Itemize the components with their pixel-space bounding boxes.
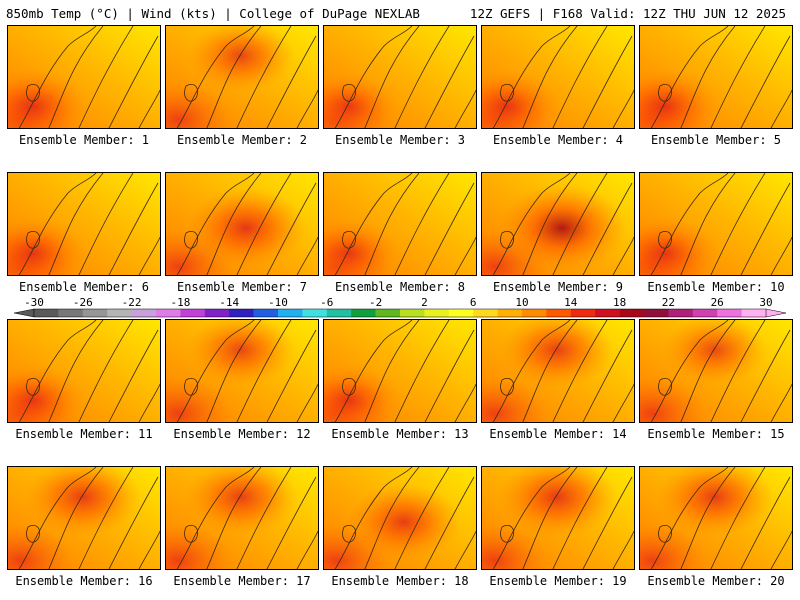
colorbar-tick-label: 10 bbox=[515, 296, 528, 309]
colorbar-tick-label: 26 bbox=[711, 296, 724, 309]
ensemble-member-map bbox=[481, 319, 635, 423]
ensemble-member-map bbox=[165, 172, 319, 276]
colorbar-tick-label: 18 bbox=[613, 296, 626, 309]
colorbar-tick-label: -22 bbox=[122, 296, 142, 309]
ensemble-member-label: Ensemble Member: 7 bbox=[176, 280, 308, 294]
colorbar-min-arrow bbox=[13, 308, 35, 318]
colorbar-swatch bbox=[400, 309, 425, 317]
ensemble-member-label: Ensemble Member: 2 bbox=[176, 133, 308, 147]
colorbar-tick-label: -14 bbox=[219, 296, 239, 309]
ensemble-member-label: Ensemble Member: 18 bbox=[331, 574, 469, 588]
run-valid-time: 12Z GEFS | F168 Valid: 12Z THU JUN 12 20… bbox=[469, 6, 786, 21]
colorbar-swatch bbox=[204, 309, 230, 317]
ensemble-member-label: Ensemble Member: 16 bbox=[15, 574, 153, 588]
ensemble-member-label: Ensemble Member: 14 bbox=[489, 427, 627, 441]
ensemble-member-map bbox=[639, 25, 793, 129]
map-title: 850mb Temp (°C) | Wind (kts) | College o… bbox=[6, 6, 420, 21]
colorbar-swatch bbox=[229, 309, 254, 317]
colorbar-swatch bbox=[497, 309, 523, 317]
colorbar-swatch bbox=[351, 309, 376, 317]
ensemble-member-map bbox=[165, 319, 319, 423]
colorbar-tick-label: -10 bbox=[268, 296, 288, 309]
colorbar-outline bbox=[33, 308, 767, 318]
colorbar-swatch bbox=[302, 309, 328, 317]
colorbar-swatch bbox=[522, 309, 547, 317]
colorbar-tick-label: -2 bbox=[369, 296, 382, 309]
colorbar-tick-label: 14 bbox=[564, 296, 578, 309]
colorbar-swatch bbox=[546, 309, 572, 317]
colorbar-swatch bbox=[107, 309, 132, 317]
colorbar-swatch bbox=[424, 309, 450, 317]
colorbar-swatch bbox=[692, 309, 718, 317]
ensemble-member-label: Ensemble Member: 8 bbox=[334, 280, 466, 294]
ensemble-member-label: Ensemble Member: 4 bbox=[492, 133, 624, 147]
colorbar-tick-label: -30 bbox=[24, 296, 44, 309]
ensemble-member-label: Ensemble Member: 20 bbox=[647, 574, 785, 588]
ensemble-member-label: Ensemble Member: 15 bbox=[647, 427, 785, 441]
ensemble-member-map bbox=[7, 319, 161, 423]
colorbar-swatch bbox=[644, 309, 669, 317]
colorbar-swatch bbox=[668, 309, 694, 317]
colorbar-swatch bbox=[717, 309, 742, 317]
colorbar-swatch bbox=[58, 309, 84, 317]
temperature-colorbar: -30-26-22-18-14-10-6-2261014182226303438… bbox=[13, 296, 787, 318]
ensemble-member-label: Ensemble Member: 13 bbox=[331, 427, 469, 441]
colorbar-tick-label: 30 bbox=[759, 296, 772, 309]
ensemble-member-map bbox=[323, 466, 477, 570]
ensemble-member-map bbox=[165, 25, 319, 129]
colorbar-swatch bbox=[131, 309, 157, 317]
ensemble-member-label: Ensemble Member: 11 bbox=[15, 427, 153, 441]
colorbar-swatch bbox=[595, 309, 620, 317]
colorbar-swatch bbox=[326, 309, 352, 317]
ensemble-member-map bbox=[7, 25, 161, 129]
colorbar-swatch bbox=[156, 309, 181, 317]
ensemble-member-label: Ensemble Member: 19 bbox=[489, 574, 627, 588]
ensemble-member-map bbox=[639, 172, 793, 276]
ensemble-member-map bbox=[323, 319, 477, 423]
colorbar-swatch bbox=[448, 309, 474, 317]
ensemble-member-map bbox=[7, 172, 161, 276]
ensemble-member-label: Ensemble Member: 9 bbox=[492, 280, 624, 294]
colorbar-swatch bbox=[619, 309, 645, 317]
colorbar-swatch bbox=[278, 309, 303, 317]
ensemble-member-label: Ensemble Member: 17 bbox=[173, 574, 311, 588]
colorbar-tick-label: 6 bbox=[470, 296, 477, 309]
ensemble-member-map bbox=[165, 466, 319, 570]
colorbar-swatch bbox=[82, 309, 108, 317]
colorbar-swatch bbox=[570, 309, 596, 317]
colorbar-swatch bbox=[473, 309, 498, 317]
colorbar-swatch bbox=[180, 309, 206, 317]
colorbar-tick-label: -6 bbox=[320, 296, 333, 309]
ensemble-member-label: Ensemble Member: 12 bbox=[173, 427, 311, 441]
colorbar-swatch bbox=[375, 309, 401, 317]
colorbar-swatch bbox=[253, 309, 279, 317]
colorbar-tick-label: -26 bbox=[73, 296, 93, 309]
ensemble-member-label: Ensemble Member: 6 bbox=[18, 280, 150, 294]
ensemble-member-map bbox=[7, 466, 161, 570]
ensemble-member-map bbox=[639, 319, 793, 423]
ensemble-member-map bbox=[481, 25, 635, 129]
ensemble-member-label: Ensemble Member: 3 bbox=[334, 133, 466, 147]
ensemble-member-label: Ensemble Member: 10 bbox=[647, 280, 785, 294]
ensemble-member-map bbox=[323, 25, 477, 129]
colorbar-max-arrow bbox=[765, 308, 787, 318]
colorbar-swatch bbox=[34, 309, 59, 317]
colorbar-swatch bbox=[741, 309, 767, 317]
ensemble-member-map bbox=[323, 172, 477, 276]
colorbar-tick-label: -18 bbox=[170, 296, 190, 309]
ensemble-member-map bbox=[481, 466, 635, 570]
ensemble-member-label: Ensemble Member: 1 bbox=[18, 133, 150, 147]
colorbar-tick-label: 2 bbox=[421, 296, 428, 309]
colorbar-tick-label: 22 bbox=[662, 296, 675, 309]
ensemble-member-map bbox=[639, 466, 793, 570]
ensemble-member-label: Ensemble Member: 5 bbox=[650, 133, 782, 147]
ensemble-member-map bbox=[481, 172, 635, 276]
